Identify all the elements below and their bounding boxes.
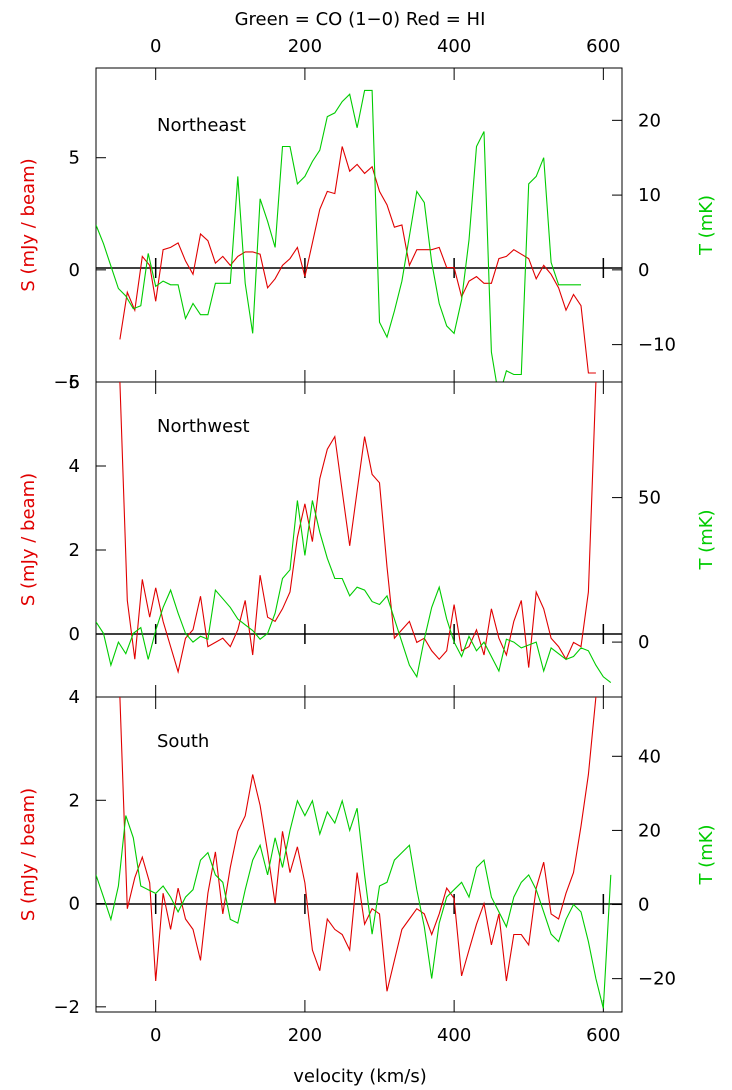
left-tick-label: 5 — [69, 148, 80, 169]
right-axis-label: T (mK) — [696, 824, 717, 885]
panel-label: Northeast — [157, 115, 246, 136]
top-x-tick-label: 400 — [437, 36, 471, 57]
left-axis-label: S (mJy / beam) — [18, 473, 39, 606]
top-x-tick-label: 0 — [150, 36, 161, 57]
chart-title: Green = CO (1−0) Red = HI — [235, 9, 486, 30]
right-tick-label: −20 — [638, 969, 676, 990]
panel-northeast: −5 0 5 −10 0 10 20 S (mJy / beam) T (mK) Northeas… — [18, 67, 717, 393]
co-series-line — [96, 500, 612, 684]
right-tick-label: 50 — [638, 488, 661, 509]
right-tick-label: 0 — [638, 632, 649, 653]
left-tick-label: 0 — [69, 260, 80, 281]
right-tick-label: −10 — [638, 335, 676, 356]
right-tick-label: 20 — [638, 110, 661, 131]
panel-frame — [95, 696, 623, 1013]
co-series-line — [96, 89, 581, 382]
right-tick-label: 0 — [638, 260, 649, 281]
left-axis-label: S (mJy / beam) — [18, 788, 39, 921]
hi-series-line — [119, 697, 597, 992]
left-axis-label: S (mJy / beam) — [18, 158, 39, 291]
bottom-axis-tick-labels: 0 200 400 600 — [150, 1025, 621, 1046]
right-axis-label: T (mK) — [696, 509, 717, 570]
left-tick-label: 0 — [69, 624, 80, 645]
right-tick-label: 10 — [638, 185, 661, 206]
right-tick-label: 0 — [638, 895, 649, 916]
left-tick-label: 6 — [69, 372, 80, 393]
co-series-line — [96, 798, 612, 1009]
bottom-x-tick-label: 200 — [288, 1025, 322, 1046]
hi-series-line — [119, 382, 597, 674]
bottom-x-tick-label: 0 — [150, 1025, 161, 1046]
left-tick-label: 2 — [69, 790, 80, 811]
left-tick-label: −2 — [53, 997, 80, 1018]
right-tick-label: 40 — [638, 746, 661, 767]
panel-northwest: 0 2 4 6 0 50 S (mJy / beam) T (mK) Northwest — [18, 372, 717, 698]
x-axis-label: velocity (km/s) — [293, 1066, 427, 1087]
bottom-x-tick-label: 400 — [437, 1025, 471, 1046]
left-tick-label: 0 — [69, 894, 80, 915]
panel-label: Northwest — [157, 416, 250, 437]
panel-label: South — [157, 731, 209, 752]
left-tick-label: 4 — [69, 456, 80, 477]
hi-series-line — [119, 146, 596, 374]
left-tick-label: 2 — [69, 540, 80, 561]
bottom-x-tick-label: 600 — [586, 1025, 620, 1046]
top-x-tick-label: 200 — [288, 36, 322, 57]
top-x-tick-label: 600 — [586, 36, 620, 57]
top-axis-tick-labels: 0 200 400 600 — [150, 36, 621, 57]
right-axis-label: T (mK) — [696, 195, 717, 256]
left-tick-label: −5 — [53, 372, 80, 393]
left-tick-label: 4 — [69, 687, 80, 708]
right-tick-label: 20 — [638, 820, 661, 841]
